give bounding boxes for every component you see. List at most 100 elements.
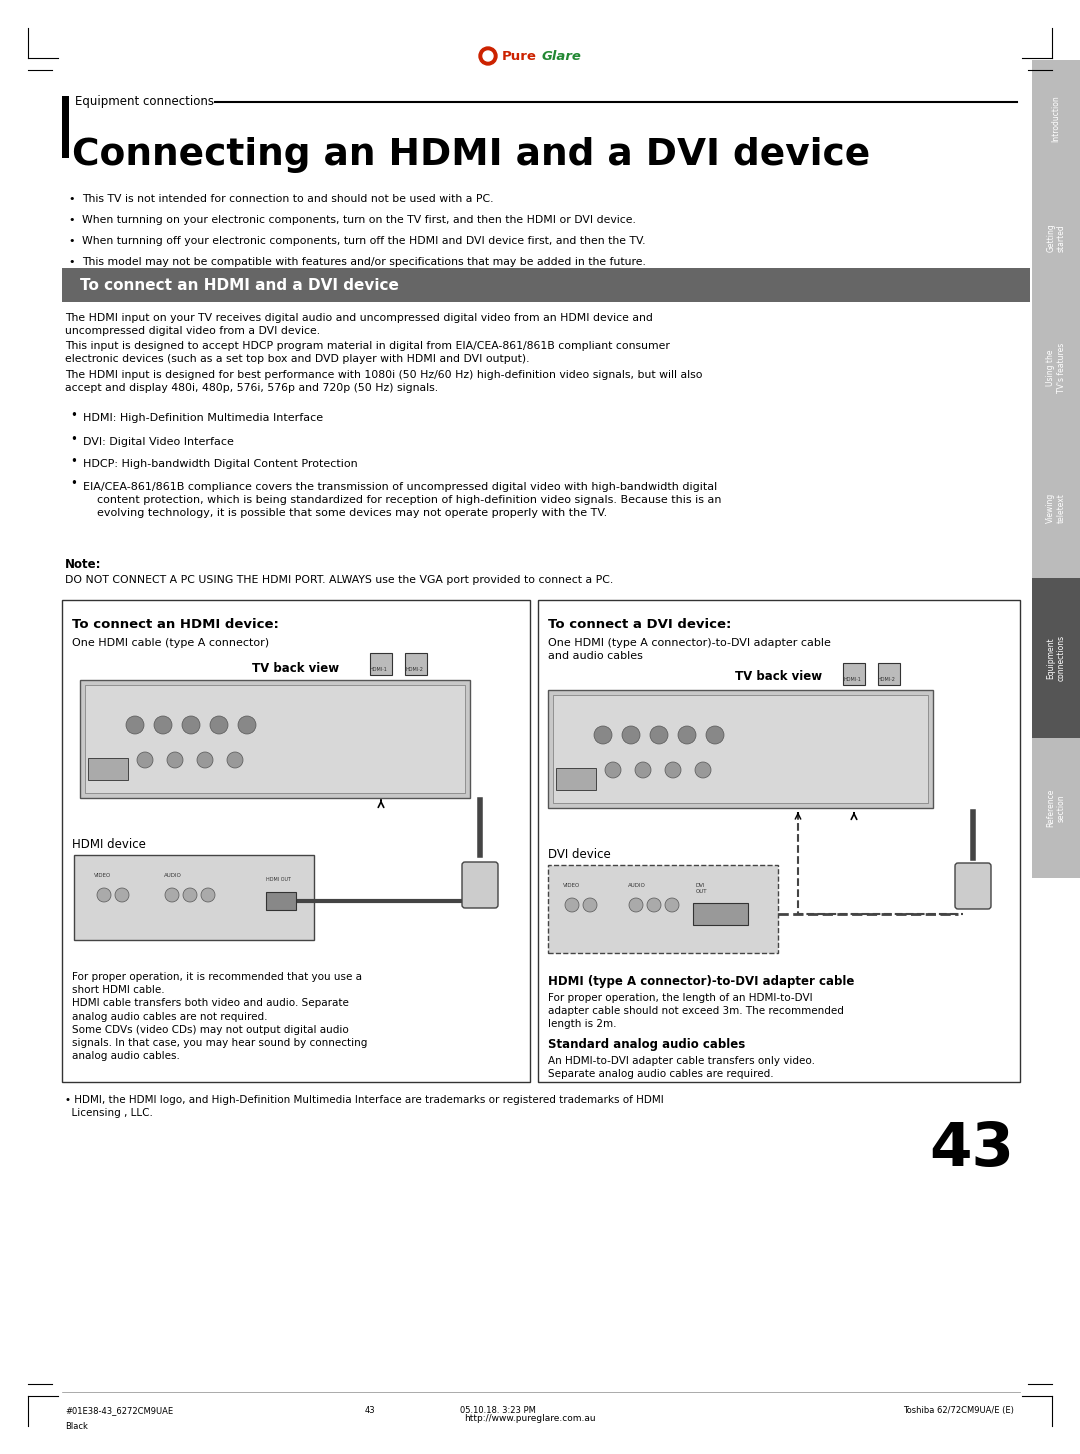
FancyBboxPatch shape (1032, 298, 1080, 438)
Text: • HDMI, the HDMI logo, and High-Definition Multimedia Interface are trademarks o: • HDMI, the HDMI logo, and High-Definiti… (65, 1095, 664, 1118)
FancyBboxPatch shape (556, 768, 596, 790)
FancyBboxPatch shape (1032, 739, 1080, 878)
FancyBboxPatch shape (370, 653, 392, 675)
Text: HDMI device: HDMI device (72, 838, 146, 851)
Text: HDMI·1: HDMI·1 (370, 667, 388, 672)
FancyBboxPatch shape (266, 891, 296, 910)
Text: To connect a DVI device:: To connect a DVI device: (548, 618, 731, 631)
Text: •: • (68, 193, 75, 204)
Text: HDMI: High-Definition Multimedia Interface: HDMI: High-Definition Multimedia Interfa… (83, 413, 323, 423)
Text: Standard analog audio cables: Standard analog audio cables (548, 1038, 745, 1051)
Text: The HDMI input on your TV receives digital audio and uncompressed digital video : The HDMI input on your TV receives digit… (65, 313, 653, 336)
Text: Using the
TV's features: Using the TV's features (1047, 343, 1066, 393)
FancyBboxPatch shape (548, 691, 933, 808)
Text: For proper operation, it is recommended that you use a
short HDMI cable.
HDMI ca: For proper operation, it is recommended … (72, 973, 367, 1061)
Text: This model may not be compatible with features and/or specifications that may be: This model may not be compatible with fe… (82, 257, 646, 268)
Text: 43: 43 (929, 1120, 1014, 1179)
Text: When turnning off your electronic components, turn off the HDMI and DVI device f: When turnning off your electronic compon… (82, 236, 646, 246)
Text: HDMI·1: HDMI·1 (843, 678, 861, 682)
Text: Note:: Note: (65, 558, 102, 571)
Text: When turnning on your electronic components, turn on the TV first, and then the : When turnning on your electronic compone… (82, 215, 636, 225)
Circle shape (480, 47, 497, 65)
Text: HDMI (type A connector)-to-DVI adapter cable: HDMI (type A connector)-to-DVI adapter c… (548, 976, 854, 989)
Circle shape (210, 715, 228, 734)
Text: An HDMI-to-DVI adapter cable transfers only video.
Separate analog audio cables : An HDMI-to-DVI adapter cable transfers o… (548, 1056, 815, 1079)
Circle shape (635, 762, 651, 778)
Circle shape (706, 726, 724, 744)
Text: •: • (70, 477, 77, 490)
Text: Introduction: Introduction (1052, 96, 1061, 142)
FancyBboxPatch shape (462, 862, 498, 907)
Text: Connecting an HDMI and a DVI device: Connecting an HDMI and a DVI device (72, 137, 870, 173)
FancyBboxPatch shape (1032, 579, 1080, 739)
Text: VIDEO: VIDEO (563, 883, 580, 888)
Circle shape (114, 888, 129, 901)
Circle shape (197, 752, 213, 768)
Circle shape (605, 762, 621, 778)
Text: This TV is not intended for connection to and should not be used with a PC.: This TV is not intended for connection t… (82, 193, 494, 204)
Text: Pure: Pure (502, 49, 537, 63)
Text: To connect an HDMI and a DVI device: To connect an HDMI and a DVI device (80, 279, 399, 294)
FancyBboxPatch shape (548, 865, 778, 952)
Text: The HDMI input is designed for best performance with 1080i (50 Hz/60 Hz) high-de: The HDMI input is designed for best perf… (65, 369, 702, 393)
Circle shape (678, 726, 696, 744)
FancyBboxPatch shape (62, 601, 530, 1082)
Text: •: • (70, 409, 77, 422)
Text: •: • (70, 432, 77, 445)
FancyBboxPatch shape (1032, 438, 1080, 579)
Text: •: • (68, 257, 75, 268)
Circle shape (629, 899, 643, 912)
FancyBboxPatch shape (62, 268, 1030, 302)
Circle shape (647, 899, 661, 912)
Text: http://www.pureglare.com.au: http://www.pureglare.com.au (464, 1413, 596, 1423)
FancyBboxPatch shape (87, 758, 129, 779)
Circle shape (594, 726, 612, 744)
Circle shape (483, 51, 492, 61)
FancyBboxPatch shape (538, 601, 1020, 1082)
Text: Equipment connections: Equipment connections (75, 96, 214, 109)
Circle shape (126, 715, 144, 734)
Text: Toshiba 62/72CM9UA/E (E): Toshiba 62/72CM9UA/E (E) (903, 1406, 1014, 1415)
Text: One HDMI (type A connector)-to-DVI adapter cable
and audio cables: One HDMI (type A connector)-to-DVI adapt… (548, 638, 831, 660)
Text: EIA/CEA-861/861B compliance covers the transmission of uncompressed digital vide: EIA/CEA-861/861B compliance covers the t… (83, 481, 721, 518)
Circle shape (650, 726, 669, 744)
Circle shape (165, 888, 179, 901)
FancyBboxPatch shape (693, 903, 748, 925)
Text: VIDEO: VIDEO (94, 872, 111, 878)
Text: •: • (68, 215, 75, 225)
FancyBboxPatch shape (955, 864, 991, 909)
Circle shape (97, 888, 111, 901)
Text: 43: 43 (365, 1406, 376, 1415)
Text: Reference
section: Reference section (1047, 790, 1066, 827)
Text: 05.10.18. 3:23 PM: 05.10.18. 3:23 PM (460, 1406, 536, 1415)
Text: Equipment
connections: Equipment connections (1047, 635, 1066, 680)
Text: AUDIO: AUDIO (164, 872, 181, 878)
FancyBboxPatch shape (1032, 60, 1080, 177)
FancyBboxPatch shape (75, 855, 314, 939)
Text: HDCP: High-bandwidth Digital Content Protection: HDCP: High-bandwidth Digital Content Pro… (83, 459, 357, 470)
FancyBboxPatch shape (553, 695, 928, 803)
FancyBboxPatch shape (80, 680, 470, 798)
Text: Glare: Glare (542, 49, 582, 63)
Circle shape (696, 762, 711, 778)
Text: •: • (68, 236, 75, 246)
Text: Viewing
teletext: Viewing teletext (1047, 493, 1066, 523)
FancyBboxPatch shape (843, 663, 865, 685)
Text: #01E38-43_6272CM9UAE: #01E38-43_6272CM9UAE (65, 1406, 173, 1415)
Circle shape (154, 715, 172, 734)
Text: DVI: Digital Video Interface: DVI: Digital Video Interface (83, 438, 234, 446)
FancyBboxPatch shape (1032, 177, 1080, 298)
Circle shape (167, 752, 183, 768)
Text: To connect an HDMI device:: To connect an HDMI device: (72, 618, 279, 631)
FancyBboxPatch shape (878, 663, 900, 685)
FancyBboxPatch shape (405, 653, 427, 675)
Text: DVI
OUT: DVI OUT (696, 883, 707, 894)
Text: TV back view: TV back view (735, 670, 823, 683)
Text: For proper operation, the length of an HDMI-to-DVI
adapter cable should not exce: For proper operation, the length of an H… (548, 993, 843, 1029)
Text: AUDIO: AUDIO (627, 883, 646, 888)
Circle shape (583, 899, 597, 912)
FancyBboxPatch shape (62, 96, 69, 158)
Circle shape (665, 899, 679, 912)
Text: DO NOT CONNECT A PC USING THE HDMI PORT. ALWAYS use the VGA port provided to con: DO NOT CONNECT A PC USING THE HDMI PORT.… (65, 574, 613, 585)
Text: HDMI·2: HDMI·2 (878, 678, 896, 682)
